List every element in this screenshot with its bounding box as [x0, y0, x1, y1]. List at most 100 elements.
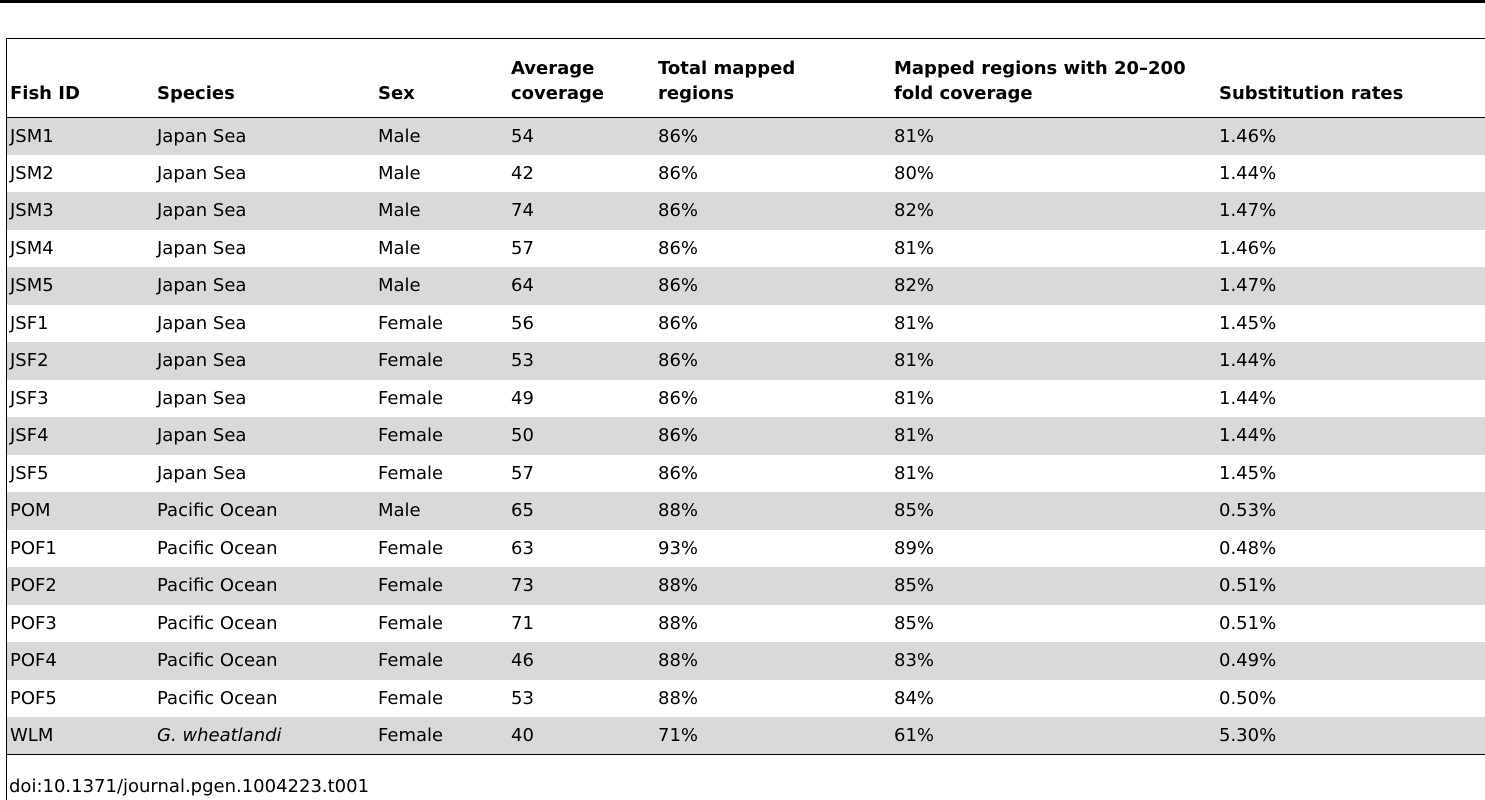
cell-total-mapped: 88% — [658, 612, 699, 634]
cell-sex: Female — [375, 567, 508, 605]
cell-fish-id: POF3 — [10, 612, 57, 634]
cell-fish-id: POF4 — [7, 642, 154, 680]
cell-substitution-rate: 1.45% — [1219, 462, 1277, 484]
table-top-line — [7, 38, 1485, 39]
cell-mapped-20-200: 82% — [891, 192, 1216, 230]
cell-sex: Female — [378, 687, 444, 709]
cell-substitution-rate: 0.48% — [1219, 537, 1277, 559]
cell-fish-id: JSM5 — [7, 267, 154, 305]
cell-average-coverage: 42 — [511, 162, 534, 184]
cell-species: Japan Sea — [157, 462, 247, 484]
cell-species: Japan Sea — [157, 162, 247, 184]
cell-species: Pacific Ocean — [154, 642, 375, 680]
table-row: POF3 Pacific Ocean Female 71 88% 85% 0.51% — [7, 605, 1485, 643]
cell-sex: Female — [375, 717, 508, 755]
cell-mapped-20-200: 85% — [894, 612, 935, 634]
cell-total-mapped: 71% — [655, 717, 891, 755]
table-row: WLM G. wheatlandi Female 40 71% 61% 5.30% — [7, 717, 1485, 755]
cell-fish-id: POM — [7, 492, 154, 530]
doi-footer: doi:10.1371/journal.pgen.1004223.t001 — [9, 776, 370, 797]
cell-sex: Female — [378, 312, 444, 334]
cell-species: Pacific Ocean — [157, 687, 278, 709]
cell-average-coverage: 74 — [508, 192, 655, 230]
cell-fish-id: JSM3 — [7, 192, 154, 230]
cell-total-mapped: 86% — [658, 387, 699, 409]
header-sex: Sex — [375, 39, 508, 118]
table-row: POF2 Pacific Ocean Female 73 88% 85% 0.51% — [7, 567, 1485, 605]
header-line: Total mapped — [658, 57, 796, 79]
top-rule — [0, 0, 1485, 3]
cell-fish-id: JSF3 — [10, 387, 49, 409]
header-line: Average — [511, 57, 595, 79]
header-mapped-regions-20-200: Mapped regions with 20–200 fold coverage — [891, 39, 1216, 118]
table-row: JSF5 Japan Sea Female 57 86% 81% 1.45% — [7, 455, 1485, 493]
table-row: JSM4 Japan Sea Male 57 86% 81% 1.46% — [7, 230, 1485, 268]
header-line: Sex — [378, 82, 415, 104]
cell-total-mapped: 86% — [655, 117, 891, 155]
cell-fish-id: JSF2 — [7, 342, 154, 380]
cell-total-mapped: 88% — [658, 687, 699, 709]
cell-sex: Male — [375, 192, 508, 230]
header-line: Fish ID — [10, 82, 80, 104]
cell-sex: Male — [378, 162, 421, 184]
cell-mapped-20-200: 81% — [891, 342, 1216, 380]
cell-average-coverage: 56 — [511, 312, 534, 334]
cell-mapped-20-200: 81% — [894, 462, 935, 484]
cell-average-coverage: 53 — [508, 342, 655, 380]
cell-fish-id: JSM4 — [10, 237, 54, 259]
table-row: JSM1 Japan Sea Male 54 86% 81% 1.46% — [7, 117, 1485, 155]
cell-sex: Female — [378, 537, 444, 559]
data-table: Fish ID Species Sex Average coverage Total ma… — [7, 39, 1485, 755]
cell-species: Japan Sea — [154, 192, 375, 230]
header-total-mapped-regions: Total mapped regions — [655, 39, 891, 118]
cell-mapped-20-200: 81% — [891, 417, 1216, 455]
cell-substitution-rate: 0.51% — [1216, 567, 1485, 605]
cell-average-coverage: 57 — [511, 237, 534, 259]
cell-species: Japan Sea — [157, 237, 247, 259]
header-line: fold coverage — [894, 82, 1033, 104]
table-body: JSM1 Japan Sea Male 54 86% 81% 1.46% JSM2 Japan … — [7, 117, 1485, 755]
header-line: coverage — [511, 82, 605, 104]
cell-sex: Male — [375, 267, 508, 305]
cell-sex: Female — [378, 462, 444, 484]
cell-fish-id: POF5 — [10, 687, 57, 709]
header-species: Species — [154, 39, 375, 118]
table-row: JSF3 Japan Sea Female 49 86% 81% 1.44% — [7, 380, 1485, 418]
cell-sex: Male — [378, 237, 421, 259]
cell-mapped-20-200: 81% — [894, 237, 935, 259]
cell-fish-id: JSF4 — [7, 417, 154, 455]
cell-fish-id: WLM — [7, 717, 154, 755]
cell-sex: Female — [378, 387, 444, 409]
cell-species: Pacific Ocean — [157, 612, 278, 634]
cell-fish-id: POF2 — [7, 567, 154, 605]
cell-average-coverage: 53 — [511, 687, 534, 709]
cell-sex: Female — [378, 612, 444, 634]
cell-total-mapped: 86% — [655, 267, 891, 305]
cell-substitution-rate: 1.47% — [1216, 192, 1485, 230]
cell-average-coverage: 71 — [511, 612, 534, 634]
cell-average-coverage: 65 — [508, 492, 655, 530]
cell-total-mapped: 86% — [658, 237, 699, 259]
cell-species: Japan Sea — [154, 267, 375, 305]
cell-species: Japan Sea — [154, 417, 375, 455]
cell-species: Japan Sea — [154, 342, 375, 380]
cell-total-mapped: 88% — [655, 567, 891, 605]
table-row: JSM2 Japan Sea Male 42 86% 80% 1.44% — [7, 155, 1485, 193]
cell-mapped-20-200: 84% — [894, 687, 935, 709]
cell-average-coverage: 73 — [508, 567, 655, 605]
cell-total-mapped: 93% — [658, 537, 699, 559]
cell-sex: Male — [375, 492, 508, 530]
header-fish-id: Fish ID — [7, 39, 154, 118]
cell-fish-id: JSM2 — [10, 162, 54, 184]
cell-mapped-20-200: 80% — [894, 162, 935, 184]
cell-mapped-20-200: 81% — [894, 387, 935, 409]
cell-substitution-rate: 1.46% — [1216, 117, 1485, 155]
cell-substitution-rate: 5.30% — [1216, 717, 1485, 755]
cell-fish-id: JSF1 — [10, 312, 49, 334]
header-average-coverage: Average coverage — [508, 39, 655, 118]
cell-sex: Female — [375, 642, 508, 680]
cell-average-coverage: 40 — [508, 717, 655, 755]
cell-total-mapped: 88% — [655, 492, 891, 530]
cell-total-mapped: 88% — [655, 642, 891, 680]
cell-substitution-rate: 1.44% — [1219, 162, 1277, 184]
